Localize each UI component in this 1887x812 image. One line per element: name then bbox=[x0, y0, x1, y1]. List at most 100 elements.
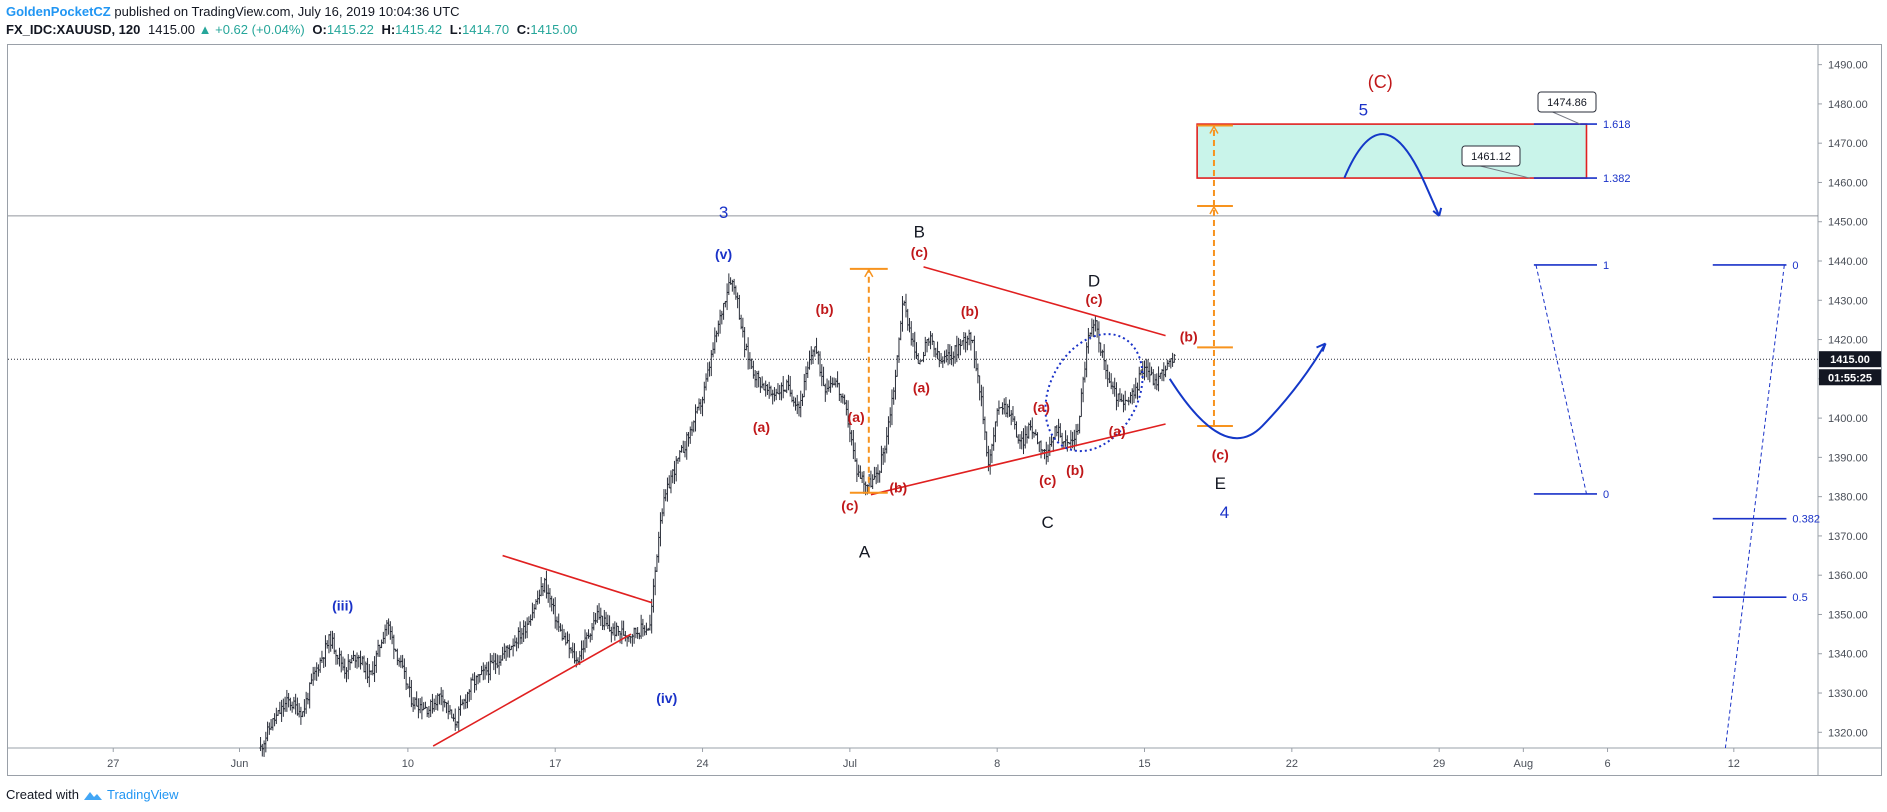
open-label: O: bbox=[312, 22, 327, 37]
time-tick-label: 15 bbox=[1138, 758, 1150, 770]
time-tick-label: 27 bbox=[107, 758, 119, 770]
time-tick-label: 10 bbox=[402, 758, 414, 770]
symbol-header: FX_IDC:XAUUSD, 120 1415.00 ▲ +0.62 (+0.0… bbox=[6, 22, 577, 37]
price-tick-label: 1430.00 bbox=[1828, 295, 1868, 307]
fib-level-label: 1 bbox=[1603, 260, 1609, 272]
publish-info: published on TradingView.com, July 16, 2… bbox=[114, 4, 460, 19]
wave-label: (b) bbox=[816, 301, 834, 317]
price-tick-label: 1400.00 bbox=[1828, 413, 1868, 425]
wave-label: (c) bbox=[911, 244, 928, 260]
target-zone-box bbox=[1196, 123, 1588, 179]
wave-label: (c) bbox=[1212, 446, 1229, 462]
wave-label: C bbox=[1042, 513, 1054, 532]
wave-label: (c) bbox=[841, 497, 858, 513]
wave-label: (c) bbox=[1085, 291, 1102, 307]
price-axis: 1320.00 1330.00 1340.00 1350.00 1360.00 1370.… bbox=[1818, 60, 1868, 739]
time-tick-label: Jun bbox=[231, 758, 249, 770]
wave-label: (v) bbox=[715, 246, 732, 262]
price-tick-label: 1470.00 bbox=[1828, 138, 1868, 150]
fib-level-label: 0.382 bbox=[1792, 514, 1820, 526]
time-tick-label: 24 bbox=[696, 758, 708, 770]
wave-label: (b) bbox=[961, 303, 979, 319]
wave-label: (a) bbox=[753, 419, 770, 435]
wave-label: (a) bbox=[913, 380, 930, 396]
price-tick-label: 1490.00 bbox=[1828, 60, 1868, 72]
wave-label: (iv) bbox=[656, 690, 677, 706]
wave-label: (a) bbox=[1109, 423, 1126, 439]
forecast-path-wave-4 bbox=[1168, 342, 1327, 440]
price-tick-label: 1350.00 bbox=[1828, 609, 1868, 621]
tradingview-link[interactable]: TradingView bbox=[106, 787, 179, 802]
wave-label: (C) bbox=[1368, 72, 1393, 92]
up-arrow-icon: ▲ bbox=[198, 22, 212, 37]
symbol-label: FX_IDC:XAUUSD, 120 bbox=[6, 22, 141, 37]
time-tick-label: 17 bbox=[549, 758, 561, 770]
fib-diagonal bbox=[1724, 264, 1785, 749]
arrow-head-icon bbox=[1209, 124, 1219, 134]
price-tick-label: 1380.00 bbox=[1828, 492, 1868, 504]
price-tick-label: 1420.00 bbox=[1828, 335, 1868, 347]
wave-label: E bbox=[1215, 474, 1226, 493]
wave-label: A bbox=[859, 543, 871, 562]
callout-box bbox=[1537, 91, 1597, 113]
time-tick-label: 12 bbox=[1728, 758, 1740, 770]
callout-value: 1461.12 bbox=[1471, 151, 1511, 163]
high-value: 1415.42 bbox=[395, 22, 443, 37]
time-tick-label: 6 bbox=[1604, 758, 1610, 770]
fib-retracement-1: 10 bbox=[1533, 260, 1609, 501]
wave-label: 5 bbox=[1359, 101, 1368, 120]
wave-label: (iii) bbox=[332, 598, 353, 614]
price-tick-label: 1460.00 bbox=[1828, 177, 1868, 189]
wave-label: (b) bbox=[1180, 329, 1198, 345]
time-tick-label: 29 bbox=[1433, 758, 1445, 770]
fib-level-label: 0 bbox=[1792, 260, 1798, 272]
fib-level-label: 0.5 bbox=[1792, 592, 1807, 604]
tradingview-logo-icon bbox=[83, 791, 102, 800]
price-callout: 1474.86 bbox=[1537, 91, 1597, 125]
time-tick-label: Aug bbox=[1514, 758, 1534, 770]
fib-level-label: 1.382 bbox=[1603, 173, 1631, 185]
last-price: 1415.00 bbox=[148, 22, 195, 37]
chart-frame bbox=[7, 44, 1882, 776]
arrow-head-icon bbox=[1316, 342, 1327, 352]
wave-label: B bbox=[914, 222, 925, 241]
price-tick-label: 1340.00 bbox=[1828, 649, 1868, 661]
footer: Created with TradingView bbox=[6, 787, 179, 802]
low-label: L: bbox=[449, 22, 463, 37]
arrow-head-icon bbox=[1209, 205, 1219, 215]
created-with-label: Created with bbox=[6, 787, 79, 802]
fib-level-label: 0 bbox=[1603, 489, 1609, 501]
wave-label: 4 bbox=[1220, 503, 1229, 522]
high-label: H: bbox=[381, 22, 396, 37]
fib-retracement-2: 0 0.382 0.5 bbox=[1712, 260, 1820, 749]
close-label: C: bbox=[516, 22, 531, 37]
trendline bbox=[432, 633, 632, 747]
price-change: +0.62 (+0.04%) bbox=[215, 22, 305, 37]
price-tick-label: 1370.00 bbox=[1828, 531, 1868, 543]
price-tick-label: 1320.00 bbox=[1828, 727, 1868, 739]
close-value: 1415.00 bbox=[530, 22, 578, 37]
price-tick-label: 1450.00 bbox=[1828, 217, 1868, 229]
wave-label: (a) bbox=[848, 409, 865, 425]
bar-countdown-value: 01:55:25 bbox=[1828, 372, 1872, 384]
countdown-badge bbox=[1819, 369, 1881, 386]
wave-label: (b) bbox=[889, 480, 907, 496]
open-value: 1415.22 bbox=[326, 22, 374, 37]
fib-level-label: 1.618 bbox=[1603, 119, 1631, 131]
price-tick-label: 1360.00 bbox=[1828, 570, 1868, 582]
candles bbox=[259, 273, 1176, 757]
publish-header: GoldenPocketCZ published on TradingView.… bbox=[6, 4, 460, 19]
price-tick-label: 1330.00 bbox=[1828, 688, 1868, 700]
forecast-path-wave-5 bbox=[1343, 133, 1441, 217]
trendline bbox=[923, 266, 1166, 337]
callout-value: 1474.86 bbox=[1547, 97, 1587, 109]
low-value: 1414.70 bbox=[462, 22, 510, 37]
wave-label: 3 bbox=[719, 203, 728, 222]
current-price-badge bbox=[1819, 351, 1881, 368]
author-name[interactable]: GoldenPocketCZ bbox=[6, 4, 111, 19]
wave-label: (a) bbox=[1033, 399, 1050, 415]
fib-diagonal bbox=[1535, 264, 1587, 495]
time-axis: 27 Jun 10 17 24 Jul 8 15 22 29 Aug 6 12 bbox=[107, 748, 1740, 770]
time-tick-label: 22 bbox=[1286, 758, 1298, 770]
